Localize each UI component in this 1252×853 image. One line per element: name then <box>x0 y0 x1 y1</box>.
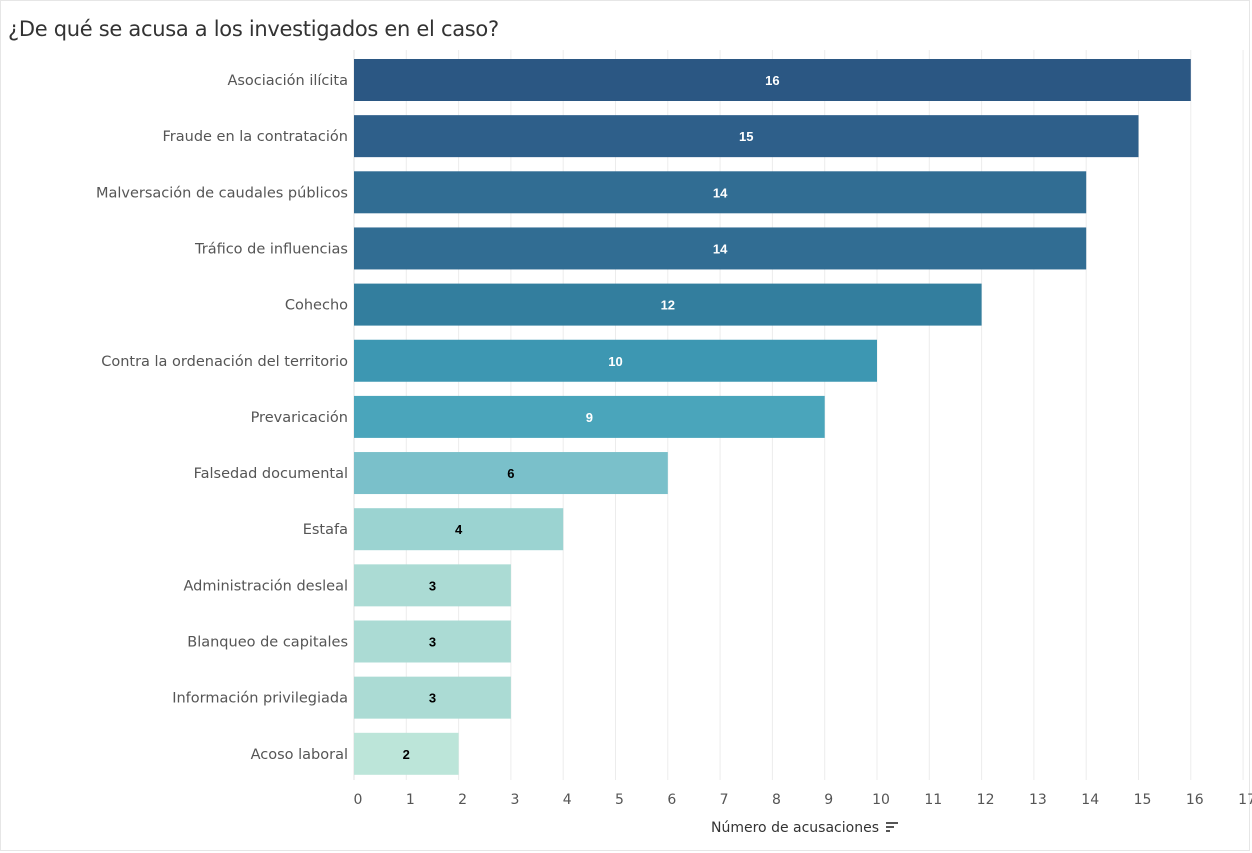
bar-value-label: 12 <box>661 298 675 313</box>
x-tick-label: 13 <box>1029 792 1047 808</box>
chart-title: ¿De qué se acusa a los investigados en e… <box>8 17 499 41</box>
x-tick-label: 10 <box>872 792 890 808</box>
bar[interactable] <box>354 620 511 663</box>
category-label: Contra la ordenación del territorio <box>101 354 348 370</box>
bar-value-label: 2 <box>403 747 410 762</box>
x-tick-label: 9 <box>824 792 833 808</box>
bar[interactable] <box>354 227 1087 270</box>
bar[interactable] <box>354 508 564 551</box>
category-label: Malversación de caudales públicos <box>96 185 348 201</box>
category-label: Tráfico de influencias <box>194 241 348 257</box>
x-tick-label: 1 <box>406 792 415 808</box>
x-tick-label: 16 <box>1186 792 1204 808</box>
bar[interactable] <box>354 732 459 775</box>
bar-value-label: 14 <box>713 241 728 256</box>
category-label: Cohecho <box>285 298 348 314</box>
category-labels: Asociación ilícita Fraude en la contratac… <box>96 73 348 763</box>
x-tick-label: 12 <box>977 792 995 808</box>
x-tick-label: 11 <box>924 792 942 808</box>
bar-value-label: 15 <box>739 129 753 144</box>
x-tick-label: 2 <box>458 792 467 808</box>
bar[interactable] <box>354 171 1087 214</box>
category-label: Prevaricación <box>251 410 348 426</box>
x-tick-label: 5 <box>615 792 624 808</box>
category-label: Administración desleal <box>183 578 348 594</box>
sort-descending-icon[interactable] <box>886 822 898 832</box>
bar-value-label: 3 <box>429 691 436 706</box>
x-tick-label: 15 <box>1134 792 1152 808</box>
bar[interactable] <box>354 59 1191 101</box>
bar[interactable] <box>354 283 982 326</box>
bar[interactable] <box>354 395 825 438</box>
category-label: Asociación ilícita <box>227 73 348 89</box>
bar[interactable] <box>354 564 511 607</box>
x-tick-label: 0 <box>354 792 363 808</box>
bar[interactable] <box>354 115 1139 158</box>
bar-value-label: 9 <box>586 410 593 425</box>
bar[interactable] <box>354 339 877 382</box>
category-label: Acoso laboral <box>251 747 348 763</box>
x-axis-ticks: 0 1 2 3 4 5 6 7 8 9 10 11 12 13 14 15 16 17 <box>354 792 1252 808</box>
bar-value-label: 3 <box>429 578 436 593</box>
x-tick-label: 17 <box>1238 792 1252 808</box>
category-label: Fraude en la contratación <box>163 129 349 145</box>
bar-value-label: 10 <box>608 354 622 369</box>
x-tick-label: 7 <box>720 792 729 808</box>
x-tick-label: 3 <box>510 792 519 808</box>
x-tick-label: 8 <box>772 792 781 808</box>
bar-value-label: 16 <box>765 73 779 88</box>
bar-value-label: 6 <box>507 466 514 481</box>
bar[interactable] <box>354 452 668 495</box>
category-label: Información privilegiada <box>172 691 348 707</box>
bar-value-label: 3 <box>429 635 436 650</box>
bar-value-label: 14 <box>713 185 728 200</box>
category-label: Estafa <box>303 522 348 538</box>
category-label: Falsedad documental <box>194 466 348 482</box>
x-tick-label: 4 <box>563 792 572 808</box>
x-tick-label: 14 <box>1081 792 1099 808</box>
bars: 16 15 14 14 12 10 9 6 4 3 3 3 2 <box>354 59 1191 775</box>
bar-value-label: 4 <box>455 522 463 537</box>
bar[interactable] <box>354 676 511 719</box>
x-tick-label: 6 <box>667 792 676 808</box>
category-label: Blanqueo de capitales <box>187 635 348 651</box>
x-axis-title: Número de acusaciones <box>711 820 879 836</box>
